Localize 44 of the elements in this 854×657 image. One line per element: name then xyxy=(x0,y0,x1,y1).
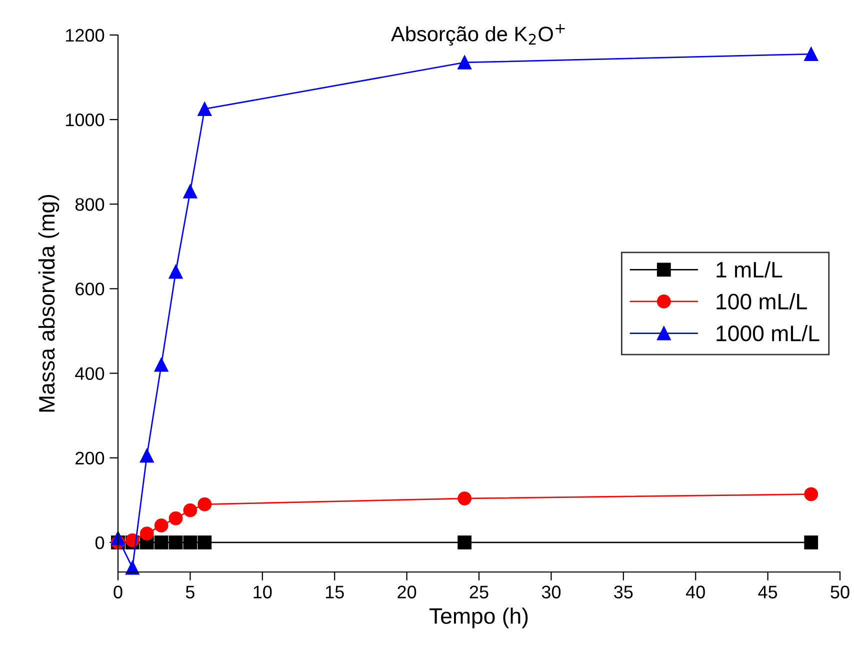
point xyxy=(198,535,212,550)
point xyxy=(154,535,168,550)
point xyxy=(183,535,198,550)
point xyxy=(154,358,168,372)
x-tick-label: 30 xyxy=(542,586,561,598)
y-axis-title: Massa absorvida (mg) xyxy=(38,194,60,412)
x-tick-label: 45 xyxy=(758,586,778,598)
point xyxy=(154,518,168,532)
legend-label: 1 mL/L xyxy=(716,261,782,278)
y-tick-label: 600 xyxy=(76,282,104,296)
x-tick-label: 40 xyxy=(686,586,705,598)
x-tick-label: 5 xyxy=(186,586,194,598)
point xyxy=(168,511,183,526)
point xyxy=(804,487,818,502)
x-tick-label: 20 xyxy=(398,586,416,598)
point xyxy=(198,102,212,116)
x-tick-label: 10 xyxy=(254,586,272,598)
point xyxy=(458,535,472,550)
x-tick-label: 25 xyxy=(470,586,488,598)
y-tick-label: 200 xyxy=(76,452,104,465)
x-tick-label: 50 xyxy=(830,586,850,598)
point xyxy=(804,535,818,550)
point xyxy=(168,535,183,550)
legend-label: 1000 mL/L xyxy=(716,324,820,342)
y-tick-label: 1000 xyxy=(66,114,104,126)
point xyxy=(804,47,818,61)
x-tick-label: 35 xyxy=(614,586,633,598)
x-axis-title: Tempo (h) xyxy=(429,608,528,628)
point xyxy=(183,184,198,198)
x-tick-label: 0 xyxy=(114,586,122,598)
legend-label: 100 mL/L xyxy=(716,293,807,310)
point xyxy=(168,264,183,279)
chart-title: Absorção de K$_{2}$O$^{+}$ xyxy=(391,24,565,46)
y-tick-label: 400 xyxy=(75,367,104,380)
y-tick-label: 800 xyxy=(75,198,104,211)
y-tick-label: 1200 xyxy=(66,28,104,42)
point xyxy=(183,503,198,518)
point xyxy=(458,491,472,506)
point xyxy=(198,497,212,512)
x-tick-label: 15 xyxy=(326,586,344,598)
point xyxy=(140,526,154,540)
y-tick-label: 0 xyxy=(95,536,104,550)
point xyxy=(140,448,154,463)
point xyxy=(458,56,472,70)
